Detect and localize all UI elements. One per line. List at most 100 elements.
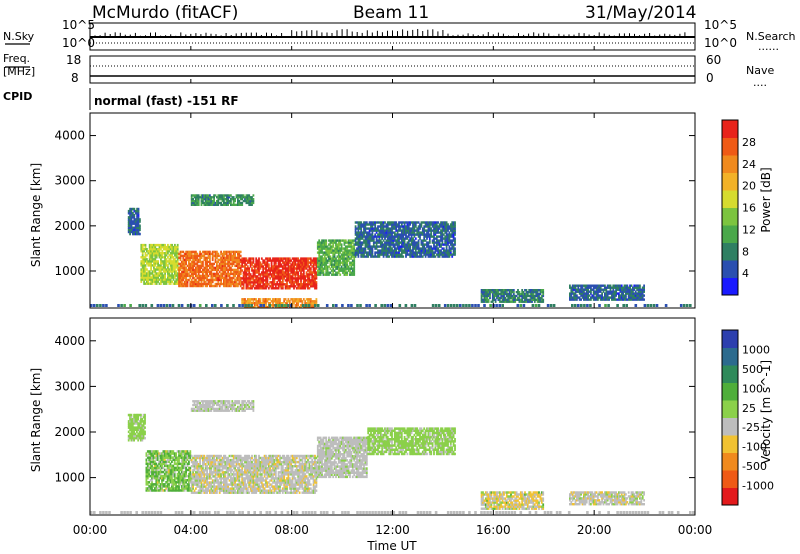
heatmap-cell: [577, 290, 580, 293]
heatmap-cell: [276, 306, 279, 309]
heatmap-cell: [204, 258, 207, 262]
heatmap-cell: [209, 282, 211, 286]
heatmap-cell: [129, 418, 131, 421]
heatmap-cell: [134, 420, 137, 423]
heatmap-cell: [370, 239, 372, 242]
heatmap-cell: [452, 245, 455, 248]
heatmap-cell: [358, 231, 361, 234]
heatmap-cell: [204, 199, 207, 203]
heatmap-cell: [207, 254, 210, 258]
date-label: 31/May/2014: [585, 3, 697, 23]
heatmap-cell: [344, 247, 347, 250]
heatmap-cell: [136, 214, 138, 217]
heatmap-cell: [216, 266, 218, 270]
heatmap-cell: [519, 294, 522, 298]
heatmap-cell: [284, 263, 287, 266]
heatmap-cell: [223, 252, 225, 256]
heatmap-cell: [256, 300, 259, 303]
heatmap-cell: [186, 256, 189, 260]
heatmap-cell: [399, 245, 402, 248]
heatmap-cell: [211, 284, 214, 288]
heatmap-cell: [230, 280, 232, 284]
heatmap-cell: [580, 294, 582, 297]
heatmap-cell: [160, 270, 162, 273]
heatmap-cell: [430, 233, 433, 236]
heatmap-cell: [133, 418, 135, 421]
heatmap-cell: [398, 249, 400, 252]
heatmap-cell: [274, 298, 277, 301]
heatmap-cell: [315, 302, 318, 305]
heatmap-cell: [151, 466, 153, 470]
heatmap-cell: [287, 271, 290, 274]
heatmap-cell: [293, 269, 295, 272]
heatmap-cell: [259, 263, 262, 266]
heatmap-cell: [330, 249, 333, 252]
heatmap-cell: [168, 276, 171, 279]
heatmap-cell: [267, 259, 270, 262]
heatmap-cell: [634, 290, 637, 293]
heatmap-cell: [256, 302, 259, 305]
heatmap-cell: [344, 259, 347, 262]
heatmap-cell: [395, 253, 398, 256]
heatmap-cell: [389, 253, 392, 256]
heatmap-cell: [284, 275, 287, 278]
heatmap-cell: [234, 258, 236, 262]
heatmap-cell: [294, 263, 297, 266]
heatmap-cell: [280, 285, 283, 288]
heatmap-cell: [155, 254, 158, 257]
heatmap-cell: [637, 284, 640, 287]
heatmap-cell: [140, 428, 142, 431]
heatmap-cell: [343, 249, 346, 252]
heatmap-cell: [363, 253, 365, 256]
heatmap-cell: [417, 247, 420, 250]
heatmap-cell: [162, 276, 165, 279]
heatmap-cell: [179, 282, 182, 286]
heatmap-cell: [388, 247, 391, 250]
heatmap-cell: [297, 283, 300, 286]
heatmap-cell: [244, 306, 246, 309]
heatmap-cell: [406, 221, 409, 224]
heatmap-cell: [217, 254, 220, 258]
heatmap-cell: [395, 243, 398, 246]
heatmap-cell: [263, 306, 266, 309]
heatmap-cell: [160, 264, 162, 267]
heatmap-cell: [237, 198, 239, 201]
heatmap-cell: [174, 245, 176, 249]
heatmap-cell: [609, 284, 612, 287]
heatmap-cell: [195, 252, 197, 256]
heatmap-cell: [251, 287, 253, 290]
heatmap-cell: [350, 265, 353, 268]
heatmap-cell: [346, 267, 349, 270]
heatmap-cell: [258, 261, 260, 264]
heatmap-cell: [197, 254, 200, 258]
heatmap-cell: [150, 258, 152, 261]
heatmap-cell: [277, 267, 280, 270]
heatmap-cell: [413, 241, 416, 244]
heatmap-cell: [211, 199, 214, 203]
heatmap-cell: [484, 298, 487, 301]
heatmap-cell: [433, 229, 435, 232]
heatmap-cell: [164, 258, 166, 261]
heatmap-cell: [221, 203, 224, 206]
heatmap-cell: [311, 277, 314, 280]
heatmap-cell: [405, 251, 407, 254]
heatmap-cell: [451, 235, 454, 238]
heatmap-cell: [132, 222, 134, 225]
heatmap-cell: [393, 225, 396, 228]
heatmap-cell: [144, 266, 147, 269]
heatmap-cell: [204, 256, 207, 260]
heatmap-cell: [611, 298, 613, 301]
heatmap-cell: [146, 450, 149, 453]
heatmap-cell: [279, 277, 281, 280]
heatmap-cell: [227, 274, 229, 278]
heatmap-cell: [224, 201, 227, 205]
heatmap-cell: [441, 225, 444, 228]
heatmap-cell: [367, 239, 370, 242]
heatmap-cell: [209, 203, 211, 206]
heatmap-cell: [144, 272, 147, 275]
heatmap-cell: [357, 241, 360, 244]
heatmap-cell: [242, 279, 245, 282]
heatmap-cell: [195, 268, 197, 272]
heatmap-cell: [263, 261, 266, 264]
heatmap-cell: [393, 253, 396, 256]
